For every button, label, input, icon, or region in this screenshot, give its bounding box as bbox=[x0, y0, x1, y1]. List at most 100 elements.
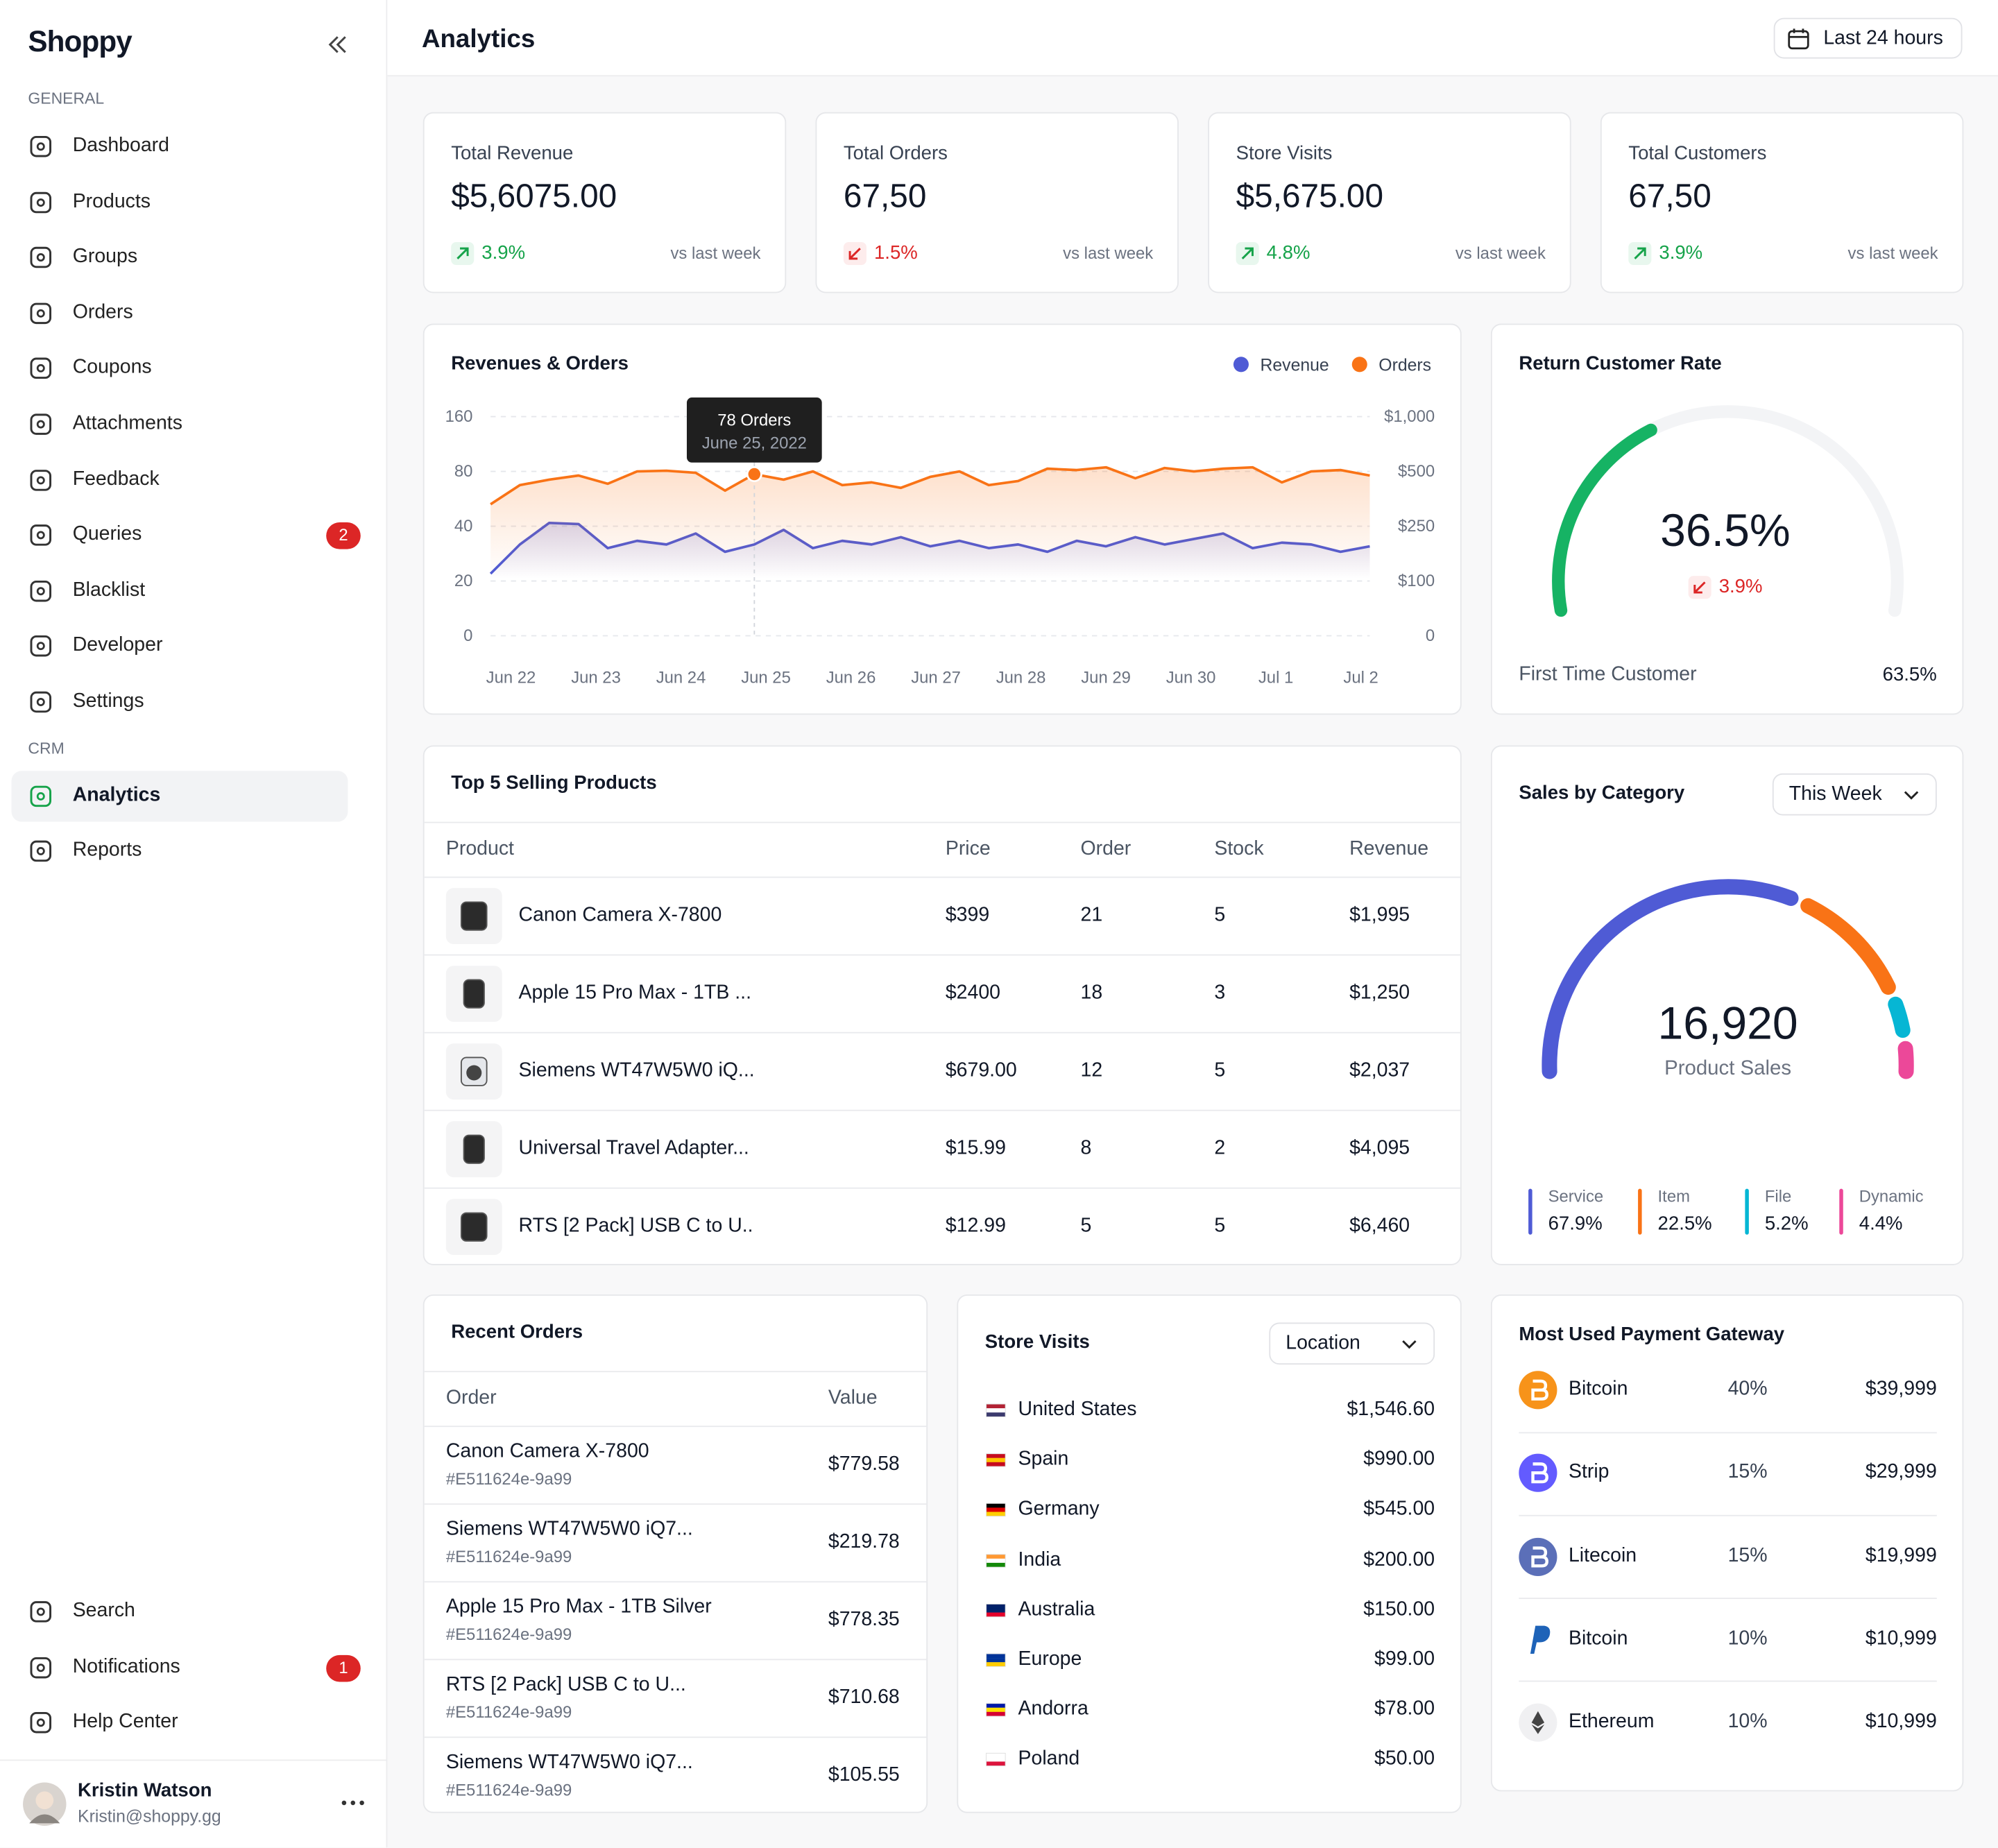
gauge-segment bbox=[1888, 996, 1911, 1038]
chart-card: Revenues & Orders 0 20 40 80 160 0 $100 $250 $500… bbox=[422, 323, 1462, 715]
trend-icon bbox=[843, 241, 866, 266]
nav-label: Dashboard bbox=[72, 135, 169, 157]
range-button[interactable] bbox=[1773, 17, 1963, 59]
user-name: Kristin Watson bbox=[78, 1779, 212, 1802]
gateway-icon-mark bbox=[1531, 1711, 1545, 1735]
column-header: Price bbox=[945, 838, 991, 860]
product-cell: $399 bbox=[945, 904, 990, 926]
card-title: Return Customer Rate bbox=[1519, 352, 1722, 375]
nav-label: Notifications bbox=[72, 1655, 180, 1677]
gauge-value bbox=[1552, 423, 1657, 617]
nav-icon-dot bbox=[36, 364, 45, 373]
column-header: Value bbox=[828, 1387, 878, 1409]
nav-item[interactable] bbox=[12, 288, 348, 339]
nav-item[interactable] bbox=[12, 343, 348, 394]
section-label: GENERAL bbox=[28, 89, 105, 108]
nav-item[interactable] bbox=[12, 454, 348, 505]
product-cell: 12 bbox=[1080, 1059, 1103, 1081]
range-label: Last 24 hours bbox=[1823, 27, 1943, 50]
nav-icon-shape bbox=[30, 413, 52, 435]
x-tick-label: Jun 24 bbox=[656, 668, 706, 687]
trend-icon bbox=[1628, 241, 1652, 266]
dropdown[interactable] bbox=[1269, 1322, 1435, 1365]
nav-icon-dot bbox=[36, 698, 45, 706]
nav-item[interactable] bbox=[12, 676, 348, 727]
trend-arrow bbox=[1634, 247, 1646, 259]
stat-compare: vs last week bbox=[1063, 243, 1154, 263]
product-cell: 8 bbox=[1080, 1137, 1092, 1159]
gauge-change: 3.9% bbox=[1718, 576, 1763, 598]
nav-item[interactable] bbox=[12, 826, 348, 877]
flag-part bbox=[986, 1454, 1006, 1459]
order-name: Apple 15 Pro Max - 1TB Silver bbox=[445, 1595, 712, 1618]
legend-bar bbox=[1638, 1188, 1642, 1235]
tooltip-box bbox=[686, 397, 822, 463]
badge bbox=[326, 522, 361, 549]
nav-icon-dot bbox=[36, 142, 45, 151]
flag-part bbox=[986, 1504, 1006, 1509]
gauge-total: 16,920 bbox=[1657, 997, 1798, 1050]
nav-item[interactable] bbox=[12, 510, 348, 561]
row-divider bbox=[424, 1187, 1460, 1189]
nav-item[interactable] bbox=[11, 770, 348, 821]
visit-value: $99.00 bbox=[1374, 1648, 1435, 1670]
stat-change: 4.8% bbox=[1266, 241, 1310, 264]
product-cell: 5 bbox=[1214, 1215, 1226, 1237]
dropdown-label: Location bbox=[1286, 1331, 1360, 1353]
flag-part bbox=[986, 1558, 1006, 1563]
nav-icon bbox=[30, 302, 52, 324]
gateway-amount: $39,999 bbox=[1865, 1378, 1937, 1400]
flag-part bbox=[986, 1762, 1006, 1767]
legend-value: 22.5% bbox=[1657, 1213, 1712, 1235]
footer-label: First Time Customer bbox=[1519, 663, 1697, 685]
legend-name: File bbox=[1764, 1186, 1792, 1206]
nav-item[interactable] bbox=[12, 565, 348, 616]
legend-name: Item bbox=[1657, 1186, 1691, 1206]
visit-value: $1,546.60 bbox=[1347, 1398, 1435, 1421]
country: Australia bbox=[1018, 1598, 1095, 1620]
trend-icon bbox=[1688, 576, 1711, 599]
sales-card: Sales by Category This Week Service 67.9% It… bbox=[1490, 745, 1964, 1265]
gateway-amount: $19,999 bbox=[1865, 1544, 1937, 1566]
nav-item[interactable] bbox=[12, 232, 348, 283]
country: Andorra bbox=[1018, 1698, 1088, 1720]
nav-item[interactable] bbox=[12, 621, 348, 671]
column-header: Product bbox=[445, 838, 514, 860]
flag-part bbox=[986, 1754, 1006, 1759]
nav-item[interactable] bbox=[12, 1697, 348, 1748]
stat-value: $5,675.00 bbox=[1236, 176, 1384, 215]
product-image bbox=[445, 888, 502, 944]
column-header: Stock bbox=[1214, 838, 1264, 860]
legend-value: 4.4% bbox=[1859, 1213, 1903, 1235]
flag-part bbox=[986, 1712, 1006, 1717]
chart: 0 20 40 80 160 0 $100 $250 $500 $1,000 Jun 22 Jun 2… bbox=[445, 356, 1435, 687]
nav-icon-shape bbox=[30, 841, 52, 862]
gateway-icon-mark bbox=[1530, 1625, 1551, 1654]
nav-item[interactable] bbox=[12, 177, 348, 228]
order-name: RTS [2 Pack] USB C to U... bbox=[445, 1673, 686, 1696]
visit-value: $545.00 bbox=[1363, 1498, 1435, 1521]
nav-item[interactable] bbox=[12, 1586, 348, 1637]
flag-border bbox=[986, 1603, 1006, 1617]
dropdown[interactable] bbox=[1772, 773, 1937, 816]
product-cell: $2400 bbox=[945, 982, 1001, 1004]
image-detail bbox=[466, 1065, 482, 1081]
y2-tick-label: $500 bbox=[1398, 462, 1435, 481]
nav-label: Attachments bbox=[72, 412, 182, 434]
order-id: #E511624e-9a99 bbox=[445, 1702, 572, 1722]
flag bbox=[986, 1603, 1006, 1617]
nav-item[interactable] bbox=[12, 121, 348, 171]
legend-dot bbox=[1351, 357, 1367, 373]
trend-icon bbox=[451, 241, 475, 266]
product-image bbox=[445, 1043, 502, 1100]
nav-icon bbox=[30, 191, 52, 213]
divider bbox=[424, 1371, 927, 1373]
flag-part bbox=[986, 1658, 1006, 1663]
product-name: Canon Camera X-7800 bbox=[518, 904, 722, 926]
stat-label: Total Orders bbox=[843, 142, 948, 164]
stat-value: 67,50 bbox=[843, 176, 927, 215]
flag bbox=[986, 1653, 1006, 1667]
nav-label: Reports bbox=[72, 839, 142, 862]
avatar-head bbox=[35, 1791, 54, 1810]
legend-bar bbox=[1839, 1188, 1843, 1235]
